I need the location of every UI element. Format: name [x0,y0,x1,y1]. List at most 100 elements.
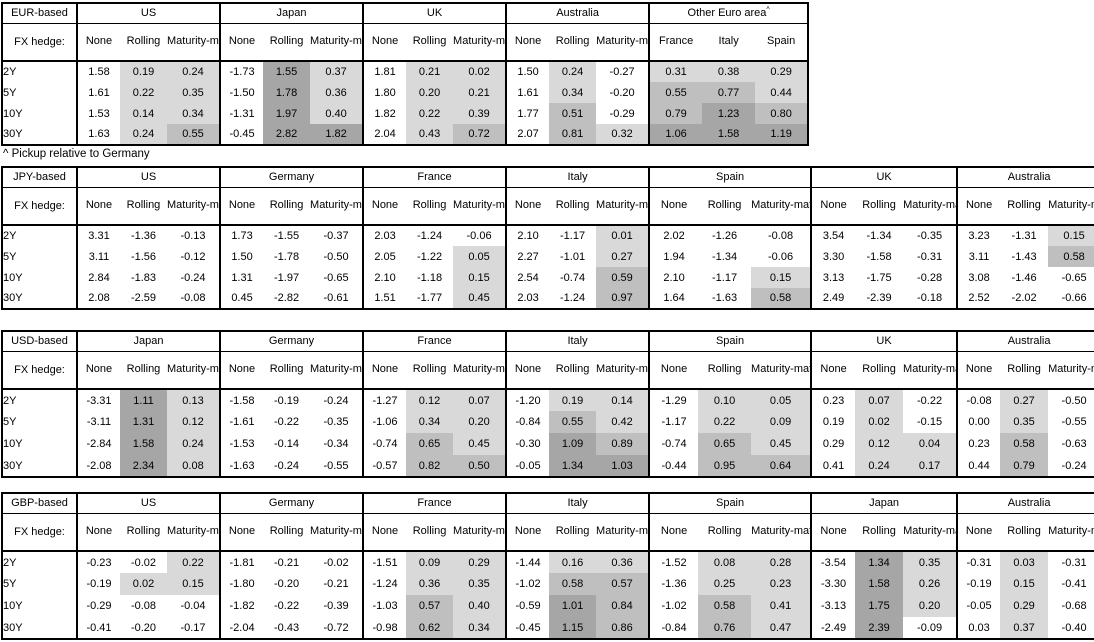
group-header-us: US [75,3,221,24]
col-header-rolling: Rolling [855,351,904,390]
value-cell: 0.22 [167,551,221,573]
table-row-10y: 10Y -0.29 -0.08 -0.04 -1.82 -0.22 -0.39 -1.03 0.… [2,595,1094,617]
value-cell: 1.80 [362,82,407,103]
group-header-italy: Italy [505,493,650,514]
value-cell: 0.45 [453,288,507,309]
value-cell: -1.58 [219,389,264,411]
tenor-label: 2Y [3,66,17,78]
col-header-none: None [76,187,120,226]
col-header-italy: Italy [702,23,756,62]
value-cell: 0.43 [406,124,454,145]
value-cell: 0.24 [167,61,221,82]
value-cell: 1.75 [855,595,904,617]
value-cell: -0.08 [180,292,206,304]
value-cell: -1.53 [219,433,264,455]
value-cell: -2.59 [130,292,157,304]
value-cell: 0.79 [1000,455,1049,477]
col-header-maturity-matched: Maturity-matched [167,187,221,226]
value-cell: -0.21 [273,556,300,569]
value-cell: 0.35 [1000,411,1049,433]
value-cell: 1.11 [120,389,167,411]
value-cell: -1.22 [416,250,443,263]
col-header-none: None [810,187,856,226]
table-row-2y: 2Y 3.31 -1.36 -0.13 1.73 -1.55 -0.37 2.03 -1.24 -… [2,225,1094,246]
value-cell: 1.94 [648,246,699,267]
col-header-maturity-matched: Maturity-matched [310,351,364,390]
value-cell: -1.18 [416,271,443,284]
value-cell: 0.34 [167,103,221,124]
value-cell: 0.17 [903,455,958,477]
col-header-spain: Spain [755,23,809,62]
value-cell: -1.73 [219,61,264,82]
value-cell: 0.82 [406,455,454,477]
value-cell: 0.65 [698,433,752,455]
value-cell: -1.24 [416,230,443,242]
value-cell: 0.40 [453,595,507,617]
value-cell: -0.22 [273,416,300,428]
value-cell: 0.05 [453,246,507,267]
col-header-none: None [219,187,264,226]
value-cell: -0.65 [323,271,349,284]
value-cell: 1.34 [549,455,597,477]
col-header-rolling: Rolling [406,513,454,552]
value-cell: 0.37 [310,61,364,82]
value-cell: 0.16 [549,551,597,573]
value-cell: -1.27 [362,389,407,411]
value-cell: -0.41 [1061,578,1087,590]
value-cell: 0.51 [549,103,597,124]
value-cell: 0.62 [406,617,454,639]
value-cell: -0.14 [273,438,300,450]
value-cell: 1.58 [120,433,167,455]
value-cell: 1.01 [549,595,597,617]
value-cell: -0.09 [917,621,943,634]
value-cell: -0.20 [609,86,635,99]
value-cell: 0.36 [310,82,364,103]
value-cell: 2.03 [362,225,407,246]
value-cell: -1.31 [1011,230,1037,242]
value-cell: -2.08 [76,455,120,477]
value-cell: 0.29 [810,433,856,455]
value-cell: -2.49 [810,617,856,639]
value-cell: -2.39 [866,292,892,304]
value-cell: -0.50 [1061,394,1087,407]
value-cell: -0.27 [609,66,635,78]
value-cell: 2.82 [263,124,311,145]
col-header-none: None [810,513,856,552]
value-cell: 0.02 [855,411,904,433]
table-row-2y: 2Y -3.31 1.11 0.13 -1.58 -0.19 -0.24 -1.27 0.12 0… [2,389,1094,411]
value-cell: 0.28 [751,551,812,573]
col-header-maturity-matched: Maturity-matched [167,23,221,62]
value-cell: 0.13 [167,389,221,411]
value-cell: 0.19 [120,61,167,82]
value-cell: 0.04 [903,433,958,455]
value-cell: -0.15 [917,416,943,428]
fx-hedge-label: FX hedge: [2,23,77,62]
value-cell: 0.34 [549,82,597,103]
value-cell: 2.08 [76,288,120,309]
value-cell: 3.30 [810,246,856,267]
value-cell: 0.55 [167,124,221,145]
col-header-rolling: Rolling [263,187,311,226]
value-cell: -2.84 [76,433,120,455]
tenor-label: 5Y [3,250,17,263]
tenor-label: 2Y [3,230,17,242]
group-header-spain: Spain [648,493,812,514]
value-cell: -1.77 [416,292,443,304]
table-row-10y: 10Y 1.53 0.14 0.34 -1.31 1.97 0.40 1.82 0.22 0.39… [2,103,809,124]
value-cell: -0.17 [180,621,206,634]
tenor-label: 30Y [3,292,23,304]
col-header-none: None [505,187,550,226]
value-cell: -0.29 [609,107,635,120]
value-cell: -1.78 [273,250,300,263]
value-cell: 0.41 [810,455,856,477]
value-cell: 0.58 [1048,246,1094,267]
value-cell: 2.03 [505,288,550,309]
value-cell: 0.23 [810,389,856,411]
value-cell: 0.40 [310,103,364,124]
value-cell: -0.61 [323,292,349,304]
value-cell: 0.24 [167,433,221,455]
jpy-based-table: JPY-based US Germany France Italy Spain UK Aust… [1,166,1094,310]
col-header-rolling: Rolling [263,23,311,62]
value-cell: -1.52 [648,551,699,573]
value-cell: -0.55 [323,459,349,472]
